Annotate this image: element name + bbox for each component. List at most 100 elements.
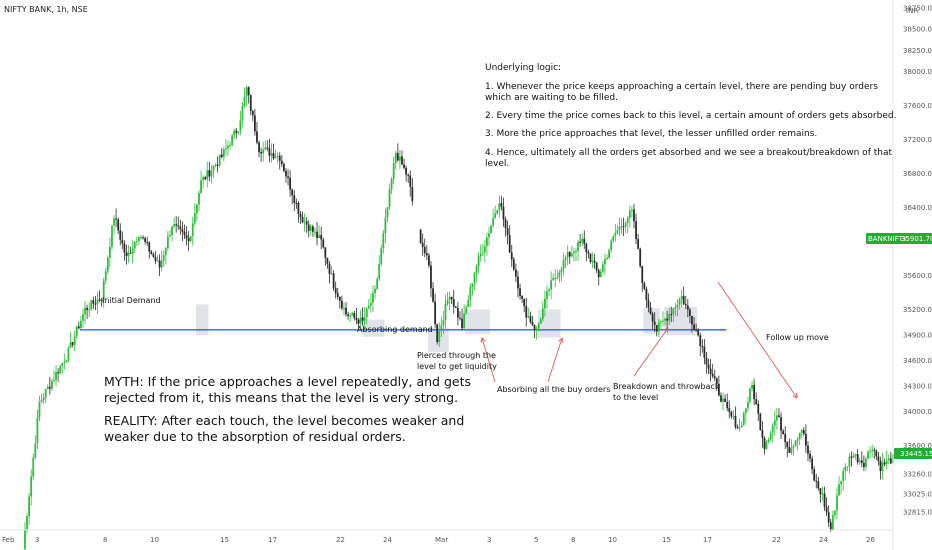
candle-up — [229, 145, 231, 147]
candle-up — [558, 272, 561, 278]
candle-down — [753, 385, 756, 400]
candle-down — [216, 164, 219, 166]
candle-down — [587, 252, 590, 254]
candle-up — [380, 248, 383, 265]
candle-down — [92, 300, 95, 304]
candle-down — [697, 330, 700, 336]
candle-down — [411, 186, 414, 202]
reality-line-2: weaker due to the absorption of residual… — [104, 429, 406, 444]
y-tick-label: 37600.00 — [903, 102, 932, 110]
candle-up — [241, 105, 244, 121]
candle-down — [583, 238, 586, 244]
candle-up — [40, 400, 43, 403]
candle-up — [581, 238, 584, 243]
candle-down — [645, 288, 648, 301]
candle-up — [852, 455, 855, 458]
candle-up — [386, 207, 389, 218]
candle-down — [805, 433, 807, 446]
x-tick-label: 10 — [150, 536, 159, 544]
candle-down — [347, 314, 350, 316]
y-tick-label: 35600.00 — [903, 272, 932, 280]
candle-up — [227, 145, 229, 149]
candle-up — [38, 402, 41, 418]
candle-up — [552, 277, 555, 281]
candle-down — [568, 252, 571, 257]
candle-up — [233, 130, 236, 136]
candle-up — [577, 241, 579, 252]
candle-up — [382, 233, 385, 249]
candle-down — [142, 237, 144, 239]
candle-down — [434, 301, 437, 325]
candle-up — [858, 460, 861, 463]
candle-down — [755, 399, 758, 405]
candle-up — [624, 223, 627, 227]
candle-down — [713, 376, 716, 379]
candle-down — [728, 408, 731, 412]
candle-down — [457, 307, 459, 318]
candle-down — [693, 324, 695, 331]
candle-up — [162, 255, 165, 261]
candle-up — [869, 451, 872, 453]
candle-up — [303, 221, 306, 223]
price-axis[interactable]: 32815.00 33025.00 33260.00 33600.00 34000.00… — [903, 5, 932, 517]
candle-up — [446, 300, 449, 304]
candle-up — [46, 386, 49, 390]
candle-down — [889, 458, 892, 464]
candle-up — [469, 286, 472, 300]
candle-down — [595, 262, 598, 271]
time-axis[interactable]: Feb 3 8 10 15 17 22 24 Mar 3 5 8 10 15 17 22 24 26 — [2, 536, 875, 544]
x-tick-label: 17 — [268, 536, 277, 544]
candle-up — [349, 315, 352, 317]
candle-down — [247, 87, 250, 96]
candle-up — [135, 241, 138, 243]
price-label-banknifty-value: 35901.70 — [901, 235, 932, 243]
candle-down — [863, 462, 865, 467]
candle-down — [428, 255, 430, 266]
candle-down — [802, 430, 805, 434]
candle-down — [295, 202, 298, 204]
y-tick-label: 38250.00 — [903, 47, 932, 55]
candle-up — [156, 260, 159, 262]
candle-down — [450, 296, 453, 300]
candle-up — [440, 325, 443, 332]
candle-down — [293, 195, 296, 203]
candle-down — [312, 226, 314, 232]
candle-up — [744, 408, 747, 413]
candle-down — [718, 383, 720, 396]
x-tick-label: 5 — [534, 536, 538, 544]
candle-up — [885, 460, 888, 465]
candle-down — [208, 170, 211, 177]
candle-up — [527, 316, 530, 318]
candle-down — [278, 155, 281, 161]
x-tick-label: 15 — [662, 536, 671, 544]
candle-down — [403, 164, 405, 168]
myth-line-1: MYTH: If the price approaches a level re… — [104, 374, 471, 389]
candle-down — [589, 253, 592, 262]
candle-up — [676, 304, 679, 308]
candle-up — [262, 149, 265, 154]
candle-down — [531, 322, 534, 326]
candle-down — [705, 357, 708, 365]
candle-up — [237, 131, 240, 133]
x-tick-label: Feb — [2, 536, 15, 544]
candle-up — [384, 217, 387, 234]
candle-up — [171, 226, 173, 236]
candle-up — [59, 365, 62, 374]
candle-up — [67, 347, 70, 360]
y-tick-label: 34900.00 — [903, 331, 932, 339]
candle-down — [875, 450, 878, 457]
candle-up — [481, 252, 484, 254]
candle-up — [198, 192, 200, 205]
candle-up — [367, 305, 370, 309]
candle-up — [660, 321, 662, 323]
candle-up — [444, 303, 447, 321]
candle-down — [786, 442, 789, 448]
candle-down — [409, 175, 412, 187]
candle-down — [521, 295, 524, 299]
candle-down — [287, 176, 289, 178]
candle-down — [585, 243, 588, 253]
candle-up — [771, 425, 774, 433]
candle-down — [297, 203, 300, 214]
candle-down — [523, 298, 526, 307]
